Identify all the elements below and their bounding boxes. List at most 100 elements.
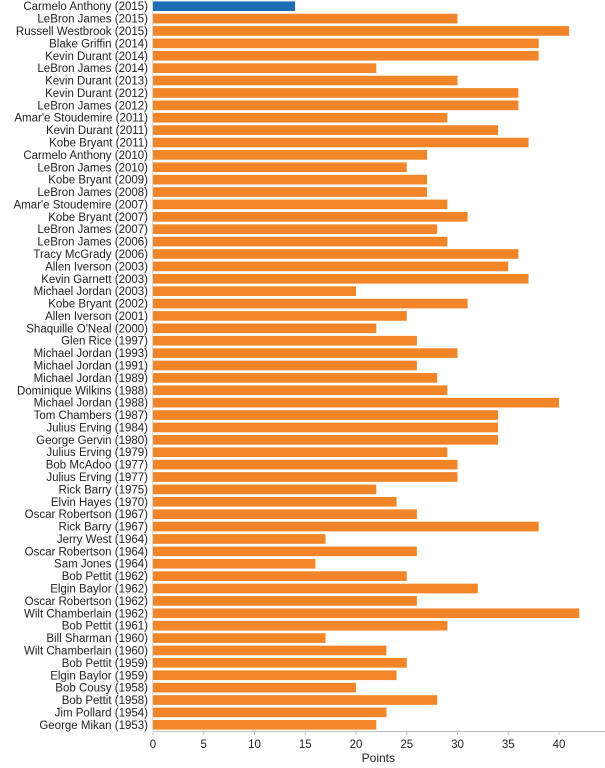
category-label-27: Glen Rice (1997) [61, 336, 148, 348]
bar-26 [153, 323, 377, 334]
category-label-16: Amar'e Stoudemire (2007) [13, 199, 148, 211]
x-tick-label-4: 20 [350, 739, 363, 751]
category-label-30: Michael Jordan (1989) [34, 373, 149, 385]
category-label-54: Elgin Baylor (1959) [50, 670, 148, 682]
category-label-38: Julius Erving (1977) [46, 472, 148, 484]
bar-40 [153, 496, 397, 507]
category-label-47: Elgin Baylor (1962) [50, 584, 148, 596]
x-tick-label-3: 15 [299, 739, 312, 751]
category-label-7: Kevin Durant (2012) [45, 88, 148, 100]
bar-6 [153, 75, 458, 86]
bar-39 [153, 484, 377, 495]
x-tick-label-6: 30 [451, 739, 464, 751]
bar-34 [153, 422, 499, 433]
bar-54 [153, 670, 397, 681]
bar-55 [153, 682, 356, 693]
category-label-20: Tracy McGrady (2006) [33, 249, 148, 261]
category-label-49: Wilt Chamberlain (1962) [24, 608, 148, 620]
bar-45 [153, 558, 316, 569]
bar-16 [153, 199, 448, 210]
bar-38 [153, 472, 458, 482]
bar-35 [153, 435, 499, 445]
category-label-51: Bill Sharman (1960) [46, 633, 148, 645]
bar-51 [153, 633, 326, 643]
category-label-50: Bob Pettit (1961) [62, 621, 148, 633]
category-label-21: Allen Iverson (2003) [45, 261, 148, 273]
category-label-24: Kobe Bryant (2002) [48, 299, 148, 311]
bar-50 [153, 620, 448, 631]
bar-3 [153, 38, 539, 49]
bar-32 [153, 397, 559, 408]
category-label-32: Michael Jordan (1988) [34, 398, 149, 410]
bar-8 [153, 100, 519, 111]
x-tick-label-1: 5 [201, 739, 207, 751]
bar-28 [153, 348, 458, 358]
bar-31 [153, 385, 448, 396]
category-label-40: Elvin Hayes (1970) [51, 497, 148, 509]
category-label-23: Michael Jordan (2003) [34, 286, 149, 298]
bar-58 [153, 719, 377, 730]
bar-17 [153, 211, 468, 222]
bar-30 [153, 373, 438, 383]
bar-48 [153, 596, 417, 606]
category-label-44: Oscar Robertson (1964) [25, 546, 149, 558]
category-label-15: LeBron James (2008) [37, 187, 148, 199]
bar-7 [153, 88, 519, 98]
category-label-10: Kevin Durant (2011) [46, 125, 148, 137]
category-label-36: Julius Erving (1979) [46, 447, 148, 459]
bar-22 [153, 273, 529, 284]
category-label-37: Bob McAdoo (1977) [46, 460, 148, 472]
bar-15 [153, 187, 428, 197]
bar-47 [153, 583, 478, 594]
category-label-48: Oscar Robertson (1962) [25, 596, 149, 608]
bar-5 [153, 63, 377, 73]
category-label-52: Wilt Chamberlain (1960) [24, 645, 148, 657]
bar-23 [153, 286, 356, 296]
category-label-4: Kevin Durant (2014) [45, 51, 148, 63]
bar-56 [153, 695, 438, 705]
category-label-0: Carmelo Anthony (2015) [23, 1, 148, 13]
bars-group [153, 1, 580, 730]
category-label-55: Bob Cousy (1958) [55, 683, 148, 695]
bar-49 [153, 608, 580, 619]
category-label-58: George Mikan (1953) [39, 720, 148, 732]
bar-44 [153, 546, 417, 557]
x-tick-label-8: 40 [553, 739, 566, 751]
bar-53 [153, 658, 407, 668]
category-label-19: LeBron James (2006) [37, 237, 148, 249]
category-label-53: Bob Pettit (1959) [62, 658, 148, 670]
bar-21 [153, 261, 509, 272]
bar-25 [153, 311, 407, 321]
category-label-45: Sam Jones (1964) [54, 559, 148, 571]
bar-41 [153, 509, 417, 520]
bar-52 [153, 645, 387, 656]
bar-37 [153, 459, 458, 470]
category-label-11: Kobe Bryant (2011) [49, 137, 148, 149]
category-label-2: Russell Westbrook (2015) [16, 26, 148, 38]
category-label-9: Amar'e Stoudemire (2011) [14, 113, 148, 125]
bar-14 [153, 174, 428, 185]
category-label-39: Rick Barry (1975) [59, 484, 149, 496]
category-label-29: Michael Jordan (1991) [34, 361, 149, 373]
bar-19 [153, 236, 448, 247]
bar-0 [153, 1, 296, 12]
bar-43 [153, 534, 326, 544]
bar-9 [153, 112, 448, 123]
category-label-1: LeBron James (2015) [37, 14, 148, 26]
category-label-43: Jerry West (1964) [57, 534, 148, 546]
bar-18 [153, 224, 438, 235]
category-label-25: Allen Iverson (2001) [45, 311, 148, 323]
category-label-3: Blake Griffin (2014) [49, 38, 148, 50]
category-label-8: LeBron James (2012) [37, 100, 148, 112]
category-label-28: Michael Jordan (1993) [34, 348, 149, 360]
category-label-57: Jim Pollard (1954) [55, 707, 148, 719]
category-label-42: Rick Barry (1967) [59, 522, 149, 534]
x-tick-label-5: 25 [400, 739, 413, 751]
bar-13 [153, 162, 407, 173]
bar-36 [153, 447, 448, 458]
category-label-34: Julius Erving (1984) [46, 422, 148, 434]
bar-2 [153, 26, 570, 36]
category-label-18: LeBron James (2007) [37, 224, 148, 236]
